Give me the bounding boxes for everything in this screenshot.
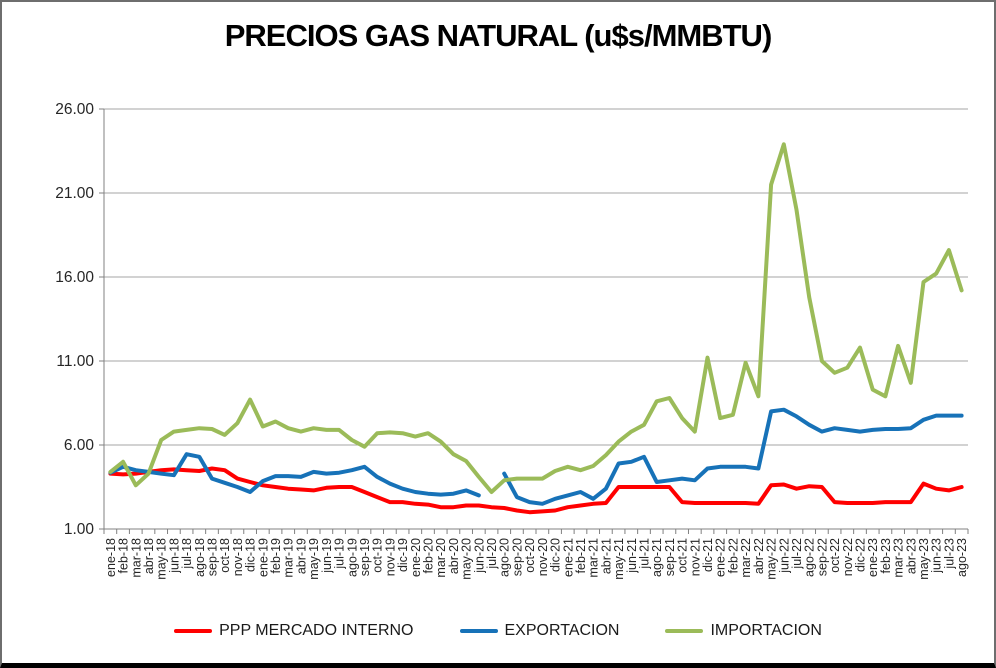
x-axis-tick-label: abr-18 — [142, 538, 156, 574]
x-axis-tick-label: dic-21 — [701, 538, 715, 572]
x-axis-tick-label: jul-22 — [790, 538, 804, 570]
x-axis-tick-label: mar-18 — [129, 538, 143, 578]
legend-label-exportacion: EXPORTACION — [504, 622, 620, 639]
x-axis-tick-label: ago-18 — [193, 538, 207, 577]
x-axis-tick-label: mar-23 — [892, 538, 906, 578]
x-axis-tick-label: oct-18 — [218, 538, 232, 573]
x-axis-tick-label: jul-21 — [638, 538, 652, 570]
x-axis-tick-label: ago-20 — [498, 538, 512, 577]
series-line-exportacion — [108, 452, 481, 498]
x-axis-tick-label: feb-19 — [269, 538, 283, 573]
x-axis-tick-label: jun-21 — [625, 538, 639, 574]
chart-title: PRECIOS GAS NATURAL (u$s/MMBTU) — [224, 18, 773, 53]
x-axis-tick-label: jul-19 — [333, 538, 347, 570]
x-axis-tick-label: jun-23 — [930, 538, 944, 574]
x-axis-tick-label: ene-21 — [561, 538, 575, 577]
x-axis-tick-label: feb-18 — [117, 538, 131, 573]
x-axis-tick-label: sep-19 — [358, 538, 372, 576]
x-axis-tick-label: mar-22 — [739, 538, 753, 578]
x-axis-tick-label: nov-21 — [688, 538, 702, 576]
x-axis-tick-label: sep-21 — [663, 538, 677, 576]
x-axis-tick-label: oct-21 — [676, 538, 690, 573]
x-axis-tick-label: sep-18 — [206, 538, 220, 576]
legend-item-ppp-mercado-interno: PPP MERCADO INTERNO — [174, 622, 414, 640]
x-axis-tick-label: nov-18 — [231, 538, 245, 576]
x-axis-tick-label: oct-22 — [828, 538, 842, 573]
x-axis-tick-label: feb-20 — [422, 538, 436, 573]
x-axis-tick-label: ago-19 — [345, 538, 359, 577]
x-axis-tick-label: jul-23 — [942, 538, 956, 570]
x-axis-tick-label: dic-20 — [549, 538, 563, 572]
x-axis-tick-label: jun-20 — [472, 538, 486, 574]
plot-area: 1.00 6.00 11.00 16.00 21.00 26.00 ene-18feb-18… — [55, 101, 969, 580]
x-axis-tick-label: feb-22 — [726, 538, 740, 573]
x-axis-tick-label: may-21 — [612, 538, 626, 580]
x-axis-tick-label: mar-20 — [434, 538, 448, 578]
y-axis-tick-label: 11.00 — [56, 353, 94, 370]
y-axis-tick-label: 26.00 — [55, 101, 94, 118]
x-axis-tick-label: ago-21 — [650, 538, 664, 577]
x-axis-tick-label: ene-19 — [256, 538, 270, 577]
x-axis-tick-label: jun-19 — [320, 538, 334, 574]
legend-label-ppp-mercado-interno: PPP MERCADO INTERNO — [219, 622, 414, 639]
y-axis-tick-label: 6.00 — [64, 437, 95, 454]
x-axis-tick-label: dic-18 — [244, 538, 258, 572]
x-axis-tick-label: jun-22 — [777, 538, 791, 574]
x-axis-tick-label: jul-20 — [485, 538, 499, 570]
x-axis-tick-label: ene-22 — [714, 538, 728, 577]
series-line-importacion — [108, 142, 964, 494]
importacion-line-swatch — [665, 629, 704, 633]
x-axis-tick-label: nov-20 — [536, 538, 550, 576]
y-axis-tick-label: 1.00 — [64, 521, 95, 538]
x-axis-tick-label: oct-20 — [523, 538, 537, 573]
x-axis-tick-label: feb-21 — [574, 538, 588, 573]
x-axis-tick-label: mar-21 — [587, 538, 601, 578]
series-line-exportacion — [502, 407, 964, 506]
x-axis-tick-label: abr-22 — [752, 538, 766, 574]
x-axis-tick-label: oct-19 — [371, 538, 385, 573]
ppp-mercado-interno-line-swatch — [174, 629, 213, 633]
x-axis-tick-label: may-22 — [765, 538, 779, 580]
x-axis-tick-label: jun-18 — [167, 538, 181, 574]
x-axis-tick-label: ago-23 — [955, 538, 969, 577]
y-axis-tick-label: 21.00 — [55, 185, 94, 202]
x-axis-tick-label: may-18 — [155, 538, 169, 580]
legend-item-exportacion: EXPORTACION — [459, 622, 620, 640]
y-axis-tick-label: 16.00 — [55, 269, 94, 286]
x-axis-tick-label: ago-22 — [803, 538, 817, 577]
x-axis-tick-label: nov-19 — [383, 538, 397, 576]
series-line-ppp-mercado-interno — [108, 466, 964, 515]
x-axis-tick-label: mar-19 — [282, 538, 296, 578]
legend: PPP MERCADO INTERNO EXPORTACION IMPORTAC… — [2, 622, 994, 640]
x-axis-tick-label: sep-22 — [815, 538, 829, 576]
x-axis-tick-label: abr-21 — [599, 538, 613, 574]
x-axis-tick-label: ene-23 — [866, 538, 880, 577]
x-axis-tick-label: jul-18 — [180, 538, 194, 570]
x-axis-tick-label: may-20 — [460, 538, 474, 580]
x-axis-tick-label: abr-19 — [294, 538, 308, 574]
x-axis-tick-label: ene-20 — [409, 538, 423, 577]
legend-label-importacion: IMPORTACION — [710, 622, 822, 639]
x-axis-tick-label: abr-23 — [904, 538, 918, 574]
x-axis-tick-label: dic-22 — [854, 538, 868, 572]
legend-item-importacion: IMPORTACION — [665, 622, 822, 640]
x-axis-tick-label: sep-20 — [510, 538, 524, 576]
x-axis-tick-label: ene-18 — [104, 538, 118, 577]
x-axis-tick-label: nov-22 — [841, 538, 855, 576]
x-axis-tick-label: may-23 — [917, 538, 931, 580]
x-axis-tick-label: may-19 — [307, 538, 321, 580]
x-axis-tick-label: abr-20 — [447, 538, 461, 574]
x-axis-tick-label: dic-19 — [396, 538, 410, 572]
x-axis-tick-label: feb-23 — [879, 538, 893, 573]
exportacion-line-swatch — [459, 629, 498, 633]
